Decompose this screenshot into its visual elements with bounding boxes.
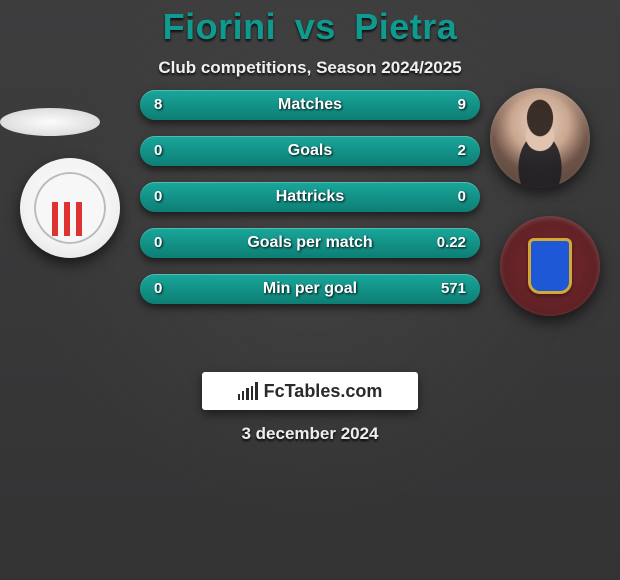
stat-row: 8 9Matches [140, 90, 480, 120]
stat-row: 0 2Goals [140, 136, 480, 166]
brand-badge: FcTables.com [202, 372, 418, 410]
brand-bars-icon [238, 382, 258, 400]
stat-label: Matches [140, 90, 480, 120]
stat-value-right: 9 [444, 90, 480, 120]
brand-bar [246, 388, 248, 400]
brand-bar [251, 386, 253, 400]
player-b-name: Pietra [354, 6, 457, 47]
stat-value-left: 8 [140, 90, 176, 120]
stat-label: Hattricks [140, 182, 480, 212]
vs-label: vs [295, 6, 336, 47]
stat-rows: 89Matches02Goals00Hattricks00.22Goals pe… [140, 90, 480, 320]
stat-value-right: 571 [427, 274, 480, 304]
player-a-photo [0, 108, 100, 136]
brand-bar [242, 391, 244, 400]
stat-value-left: 0 [140, 274, 176, 304]
stat-value-left: 0 [140, 136, 176, 166]
stat-row: 0 0Hattricks [140, 182, 480, 212]
stat-value-left: 0 [140, 228, 176, 258]
stat-value-right: 2 [444, 136, 480, 166]
stat-row: 00.22Goals per match [140, 228, 480, 258]
stat-value-left: 0 [140, 182, 176, 212]
stat-value-right: 0 [444, 182, 480, 212]
subtitle: Club competitions, Season 2024/2025 [0, 58, 620, 78]
player-b-club-badge [500, 216, 600, 316]
brand-text: FcTables.com [264, 381, 383, 402]
comparison-stage: 89Matches02Goals00Hattricks00.22Goals pe… [0, 108, 620, 368]
brand-bar [238, 394, 240, 400]
date-stamp: 3 december 2024 [0, 424, 620, 444]
player-b-photo [490, 88, 590, 188]
player-a-club-badge [20, 158, 120, 258]
stat-label: Goals [140, 136, 480, 166]
stat-value-right: 0.22 [423, 228, 480, 258]
stat-row: 0571Min per goal [140, 274, 480, 304]
player-a-name: Fiorini [163, 6, 277, 47]
brand-bar [255, 382, 257, 400]
comparison-title: Fiorini vs Pietra [0, 6, 620, 48]
